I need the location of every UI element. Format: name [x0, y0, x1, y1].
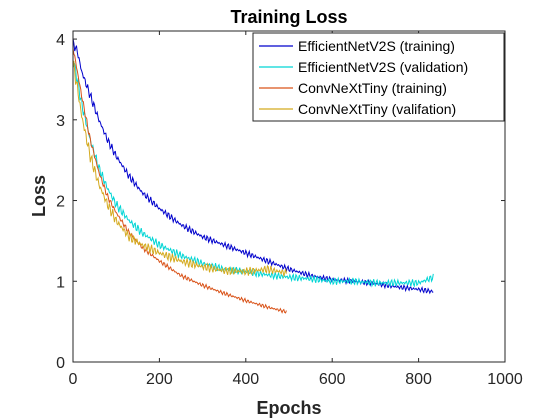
x-tick-label: 400	[232, 371, 259, 388]
y-axis-ticks: 0 1 2 3 4	[56, 32, 505, 372]
series-line	[72, 60, 434, 288]
series-line	[72, 38, 434, 295]
series-line	[72, 48, 287, 314]
legend-label: ConvNeXtTiny (training)	[298, 80, 447, 96]
y-tick-label: 1	[56, 274, 65, 291]
plot-series	[72, 38, 434, 314]
y-tick-label: 4	[56, 32, 65, 49]
x-axis-ticks: 0 200 400 600 800 1000	[69, 31, 523, 388]
legend-label: EfficientNetV2S (validation)	[298, 59, 468, 75]
y-axis-label: Loss	[29, 175, 49, 217]
x-tick-label: 1000	[487, 371, 523, 388]
series-line	[72, 60, 287, 278]
chart-title: Training Loss	[230, 7, 347, 27]
legend-label: EfficientNetV2S (training)	[298, 38, 455, 54]
x-tick-label: 800	[405, 371, 432, 388]
legend: EfficientNetV2S (training) EfficientNetV2…	[252, 32, 505, 122]
y-tick-label: 2	[56, 194, 65, 211]
x-tick-label: 0	[69, 371, 78, 388]
x-tick-label: 600	[319, 371, 346, 388]
legend-box	[252, 32, 505, 122]
x-axis-label: Epochs	[256, 398, 321, 418]
legend-label: ConvNeXtTiny (valifation)	[298, 101, 456, 117]
plot-frame	[72, 30, 506, 363]
y-tick-label: 0	[56, 355, 65, 372]
x-tick-label: 200	[146, 371, 173, 388]
y-tick-label: 3	[56, 113, 65, 130]
